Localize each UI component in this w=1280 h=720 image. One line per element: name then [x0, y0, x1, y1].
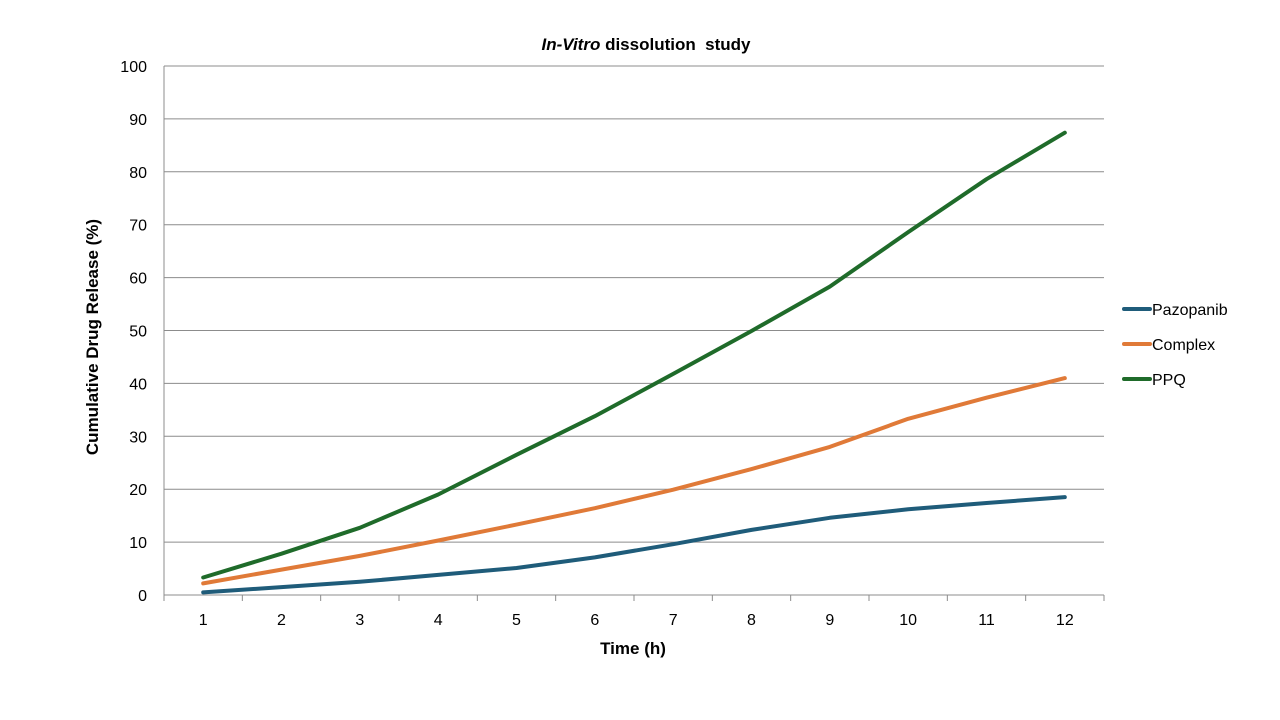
y-axis-title: Cumulative Drug Release (%) — [83, 219, 102, 455]
x-tick-label-5: 5 — [512, 612, 521, 629]
chart-title-italic: In-Vitro — [541, 35, 600, 54]
series-line-ppq — [201, 130, 1067, 580]
x-tick-labels: 1 2 3 4 5 6 7 8 9 10 11 12 — [199, 612, 1074, 629]
y-tick-label-10: 10 — [129, 535, 147, 552]
series-line-complex — [201, 376, 1067, 586]
y-tick-label-90: 90 — [129, 112, 147, 129]
series-line-pazopanib — [201, 495, 1067, 595]
y-tick-labels: 0 10 20 30 40 50 60 70 80 90 100 — [120, 59, 147, 605]
x-tick-label-4: 4 — [434, 612, 443, 629]
x-tick-label-3: 3 — [355, 612, 364, 629]
legend-label-pazopanib: Pazopanib — [1152, 302, 1228, 319]
x-tick-label-9: 9 — [825, 612, 834, 629]
x-tick-label-2: 2 — [277, 612, 286, 629]
y-tick-label-70: 70 — [129, 218, 147, 235]
x-tick-label-7: 7 — [669, 612, 678, 629]
gridlines — [163, 65, 1105, 601]
x-tick-label-10: 10 — [899, 612, 917, 629]
y-tick-label-80: 80 — [129, 165, 147, 182]
y-tick-label-60: 60 — [129, 271, 147, 288]
chart-title: In-Vitro dissolution study — [541, 35, 751, 54]
x-tick-label-11: 11 — [978, 612, 995, 629]
y-tick-label-0: 0 — [138, 588, 147, 605]
x-tick-label-8: 8 — [747, 612, 756, 629]
series-lines — [201, 130, 1067, 595]
legend-label-complex: Complex — [1152, 337, 1215, 354]
x-tick-label-1: 1 — [199, 612, 208, 629]
chart-title-rest: dissolution study — [600, 35, 751, 54]
y-tick-label-30: 30 — [129, 429, 147, 446]
x-tick-label-6: 6 — [590, 612, 599, 629]
y-tick-label-100: 100 — [120, 59, 147, 76]
y-tick-label-40: 40 — [129, 376, 147, 393]
legend: Pazopanib Complex PPQ — [1122, 302, 1228, 389]
x-tick-label-12: 12 — [1056, 612, 1074, 629]
legend-label-ppq: PPQ — [1152, 372, 1186, 389]
y-tick-label-20: 20 — [129, 482, 147, 499]
x-axis-title: Time (h) — [600, 639, 666, 658]
y-tick-label-50: 50 — [129, 324, 147, 341]
